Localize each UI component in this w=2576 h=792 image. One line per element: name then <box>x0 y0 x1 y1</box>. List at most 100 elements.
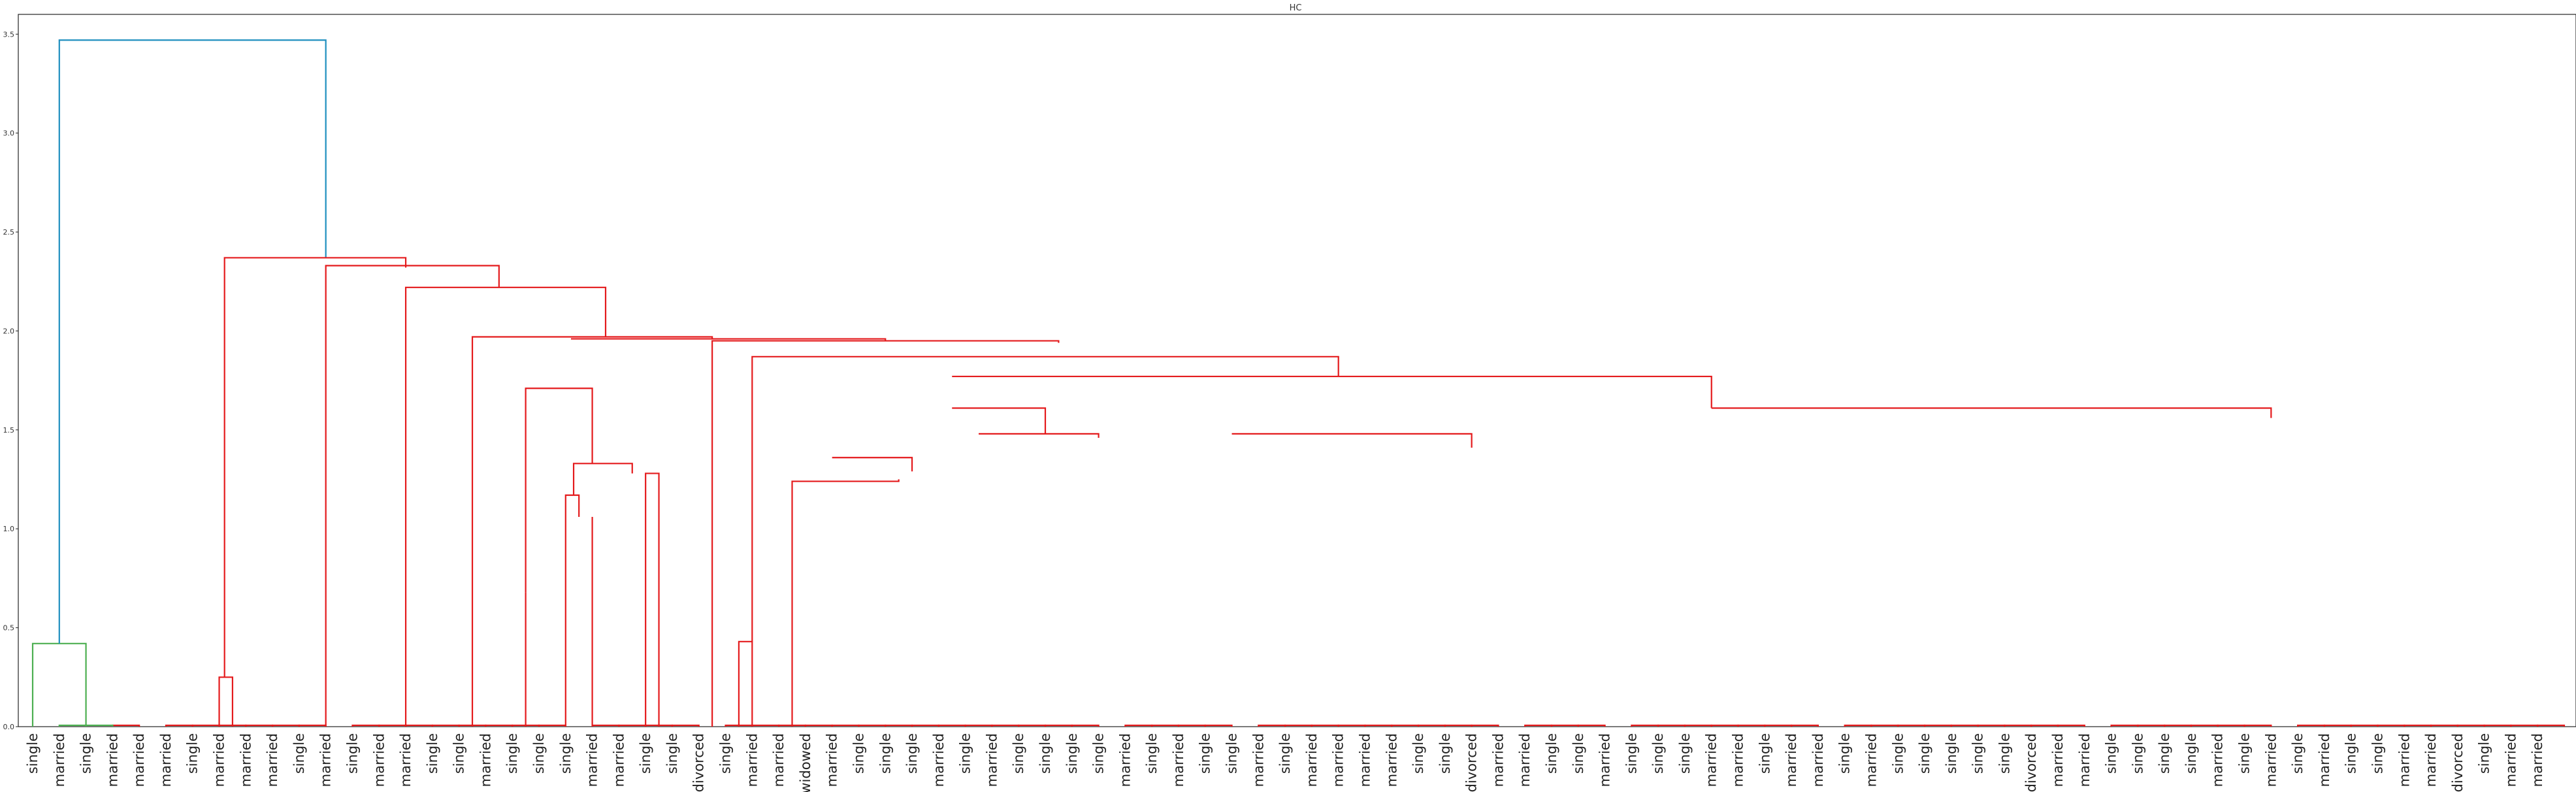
dendrogram-link <box>564 494 580 727</box>
leaf-label: married <box>2263 733 2279 787</box>
leaf-label: single <box>2157 733 2172 774</box>
leaf-label: married <box>2050 733 2066 787</box>
dendrogram-link <box>751 355 1339 642</box>
leaf-label: married <box>52 733 67 787</box>
leaf-label: married <box>1597 733 1613 787</box>
leaf-label: single <box>2343 733 2359 774</box>
dendrogram-link <box>572 463 633 495</box>
x-axis-leaf-labels: single married single married married married… <box>25 733 2545 792</box>
leaf-label: single <box>2130 733 2145 774</box>
leaf-label: married <box>158 733 174 787</box>
leaf-label: married <box>2423 733 2439 787</box>
dendrogram-link <box>832 457 913 472</box>
dendrogram-link <box>952 375 1712 408</box>
dendrogram-link <box>645 472 660 727</box>
dendrogram-links <box>31 39 2566 727</box>
dendrogram-link <box>404 286 607 727</box>
dendrogram-base-link <box>1791 724 1819 727</box>
leaf-label: single <box>1224 733 1240 774</box>
dendrogram-link <box>952 407 1047 434</box>
leaf-label: married <box>2077 733 2093 787</box>
dendrogram-link <box>218 676 234 727</box>
dendrogram-base-link <box>298 724 327 727</box>
leaf-label: single <box>1970 733 1986 774</box>
leaf-label: married <box>1731 733 1746 787</box>
dendrogram-base-link <box>2537 724 2566 727</box>
leaf-label: single <box>958 733 973 774</box>
leaf-label: single <box>1917 733 1932 774</box>
leaf-label: single <box>291 733 307 774</box>
leaf-label: single <box>2183 733 2199 774</box>
leaf-label: married <box>1304 733 1320 787</box>
dendrogram-link <box>525 388 593 593</box>
leaf-label: married <box>131 733 147 787</box>
leaf-label: married <box>105 733 120 787</box>
leaf-label: single <box>638 733 653 774</box>
leaf-label: divorced <box>2450 733 2466 792</box>
leaf-label: divorced <box>2023 733 2039 792</box>
leaf-label: single <box>1890 733 1906 774</box>
leaf-label: married <box>1810 733 1826 787</box>
leaf-label: single <box>2477 733 2492 774</box>
leaf-label: married <box>318 733 334 787</box>
leaf-label: married <box>1357 733 1373 787</box>
dendrogram-link <box>31 642 87 727</box>
dendrogram-link <box>738 640 753 727</box>
leaf-label: married <box>1117 733 1133 787</box>
leaf-label: single <box>1544 733 1559 774</box>
y-tick-label: 1.0 <box>3 525 15 533</box>
leaf-label: widowed <box>798 733 813 792</box>
dendrogram-base-link <box>1204 724 1233 727</box>
leaf-label: single <box>851 733 866 774</box>
leaf-label: single <box>1064 733 1080 774</box>
y-tick-label: 2.5 <box>3 228 15 237</box>
leaf-label: single <box>185 733 201 774</box>
dendrogram-link <box>1231 433 1473 448</box>
dendrogram-base-link <box>671 724 700 727</box>
leaf-label: single <box>1757 733 1772 774</box>
dendrogram-base-link <box>2243 724 2272 727</box>
leaf-label: single <box>1837 733 1853 774</box>
leaf-label: single <box>664 733 680 774</box>
leaf-label: married <box>1784 733 1799 787</box>
y-tick-label: 2.0 <box>3 327 15 335</box>
leaf-label: married <box>744 733 760 787</box>
dendrogram-base-link <box>58 724 114 727</box>
leaf-label: married <box>771 733 787 787</box>
leaf-label: married <box>371 733 387 787</box>
leaf-label: married <box>1384 733 1399 787</box>
leaf-label: single <box>1198 733 1213 774</box>
leaf-label: married <box>1517 733 1533 787</box>
chart-title: HC <box>1290 3 1302 13</box>
leaf-label: married <box>2530 733 2545 787</box>
leaf-label: married <box>2503 733 2519 787</box>
y-tick-label: 3.5 <box>3 30 15 39</box>
y-tick-label: 0.5 <box>3 624 15 633</box>
y-axis: 0.0 0.5 1.0 1.5 2.0 2.5 3.0 3.5 <box>3 30 18 731</box>
dendrogram-link <box>58 39 327 644</box>
leaf-label: divorced <box>1464 733 1480 792</box>
leaf-label: married <box>478 733 493 787</box>
leaf-label: married <box>1171 733 1186 787</box>
leaf-label: married <box>611 733 627 787</box>
leaf-label: married <box>398 733 414 787</box>
y-tick-label: 1.5 <box>3 426 15 435</box>
leaf-label: single <box>1571 733 1586 774</box>
leaf-label: married <box>1331 733 1346 787</box>
dendrogram-link <box>471 336 713 727</box>
leaf-label: single <box>1944 733 1959 774</box>
leaf-label: single <box>877 733 893 774</box>
leaf-label: single <box>1437 733 1453 774</box>
leaf-label: divorced <box>691 733 707 792</box>
leaf-label: married <box>238 733 253 787</box>
leaf-label: single <box>558 733 574 774</box>
y-tick-label: 0.0 <box>3 723 15 731</box>
dendrogram-base-link <box>538 724 566 727</box>
leaf-label: single <box>25 733 41 774</box>
leaf-label: single <box>1677 733 1693 774</box>
plot-frame <box>18 14 2576 727</box>
dendrogram-link <box>1711 407 2272 418</box>
leaf-label: single <box>1144 733 1160 774</box>
leaf-label: single <box>344 733 360 774</box>
